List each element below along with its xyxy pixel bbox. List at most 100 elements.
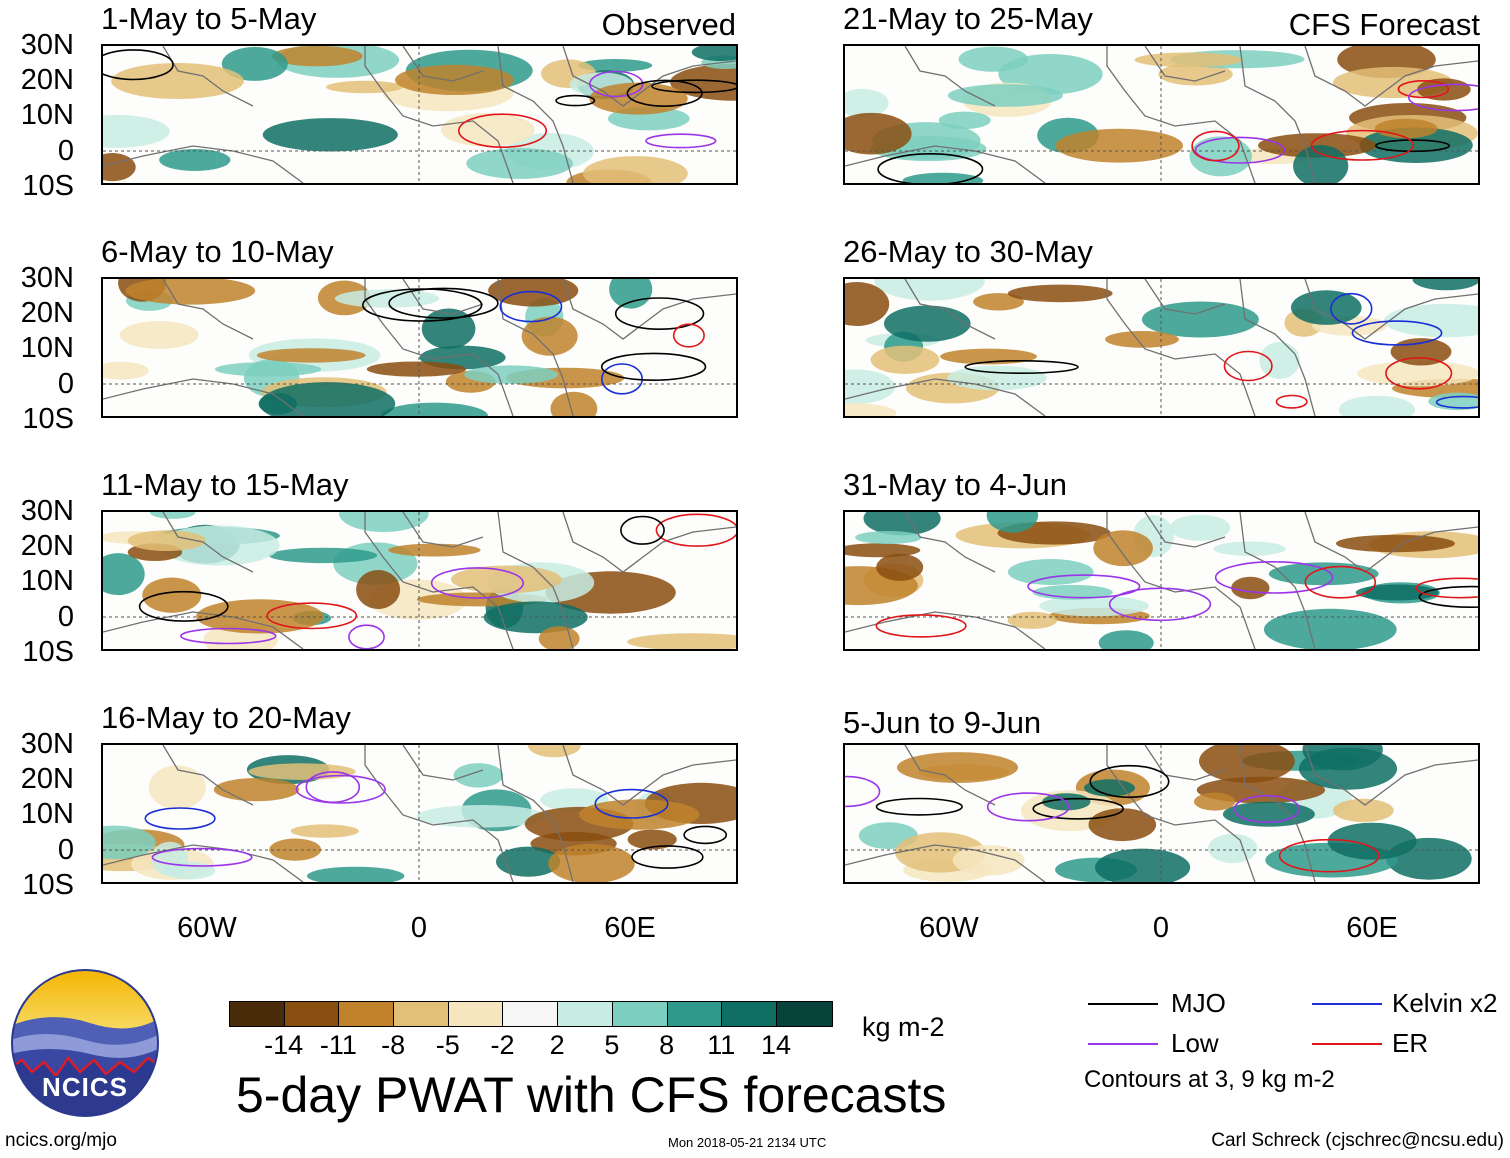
anomaly-blob [1268, 562, 1379, 586]
colorbar-swatch [339, 1002, 395, 1026]
lat-label: 0 [57, 601, 74, 633]
lon-label-0-right: 0 [1152, 912, 1170, 944]
legend-line-kelvin [1312, 1003, 1382, 1005]
wave-contour [1108, 587, 1212, 622]
colorbar-tick-label: -8 [381, 1030, 406, 1060]
pwat-map [845, 46, 1478, 183]
anomaly-blob [1412, 279, 1478, 291]
pwat-map [103, 279, 736, 416]
map-panel-right-2 [843, 277, 1480, 418]
wave-contour [555, 94, 596, 107]
anomaly-blob [1327, 822, 1417, 860]
wave-contour [457, 113, 547, 148]
coastline [845, 279, 1478, 416]
anomaly-blob [119, 321, 199, 349]
lat-label: 10N [20, 332, 74, 364]
anomaly-blob [1039, 595, 1149, 617]
wave-contour [138, 590, 229, 622]
colorbar-swatch [558, 1002, 613, 1026]
colorbar-tick-label: -5 [435, 1030, 460, 1060]
map-panel-left-4 [101, 743, 738, 884]
anomaly-blob [1007, 559, 1094, 585]
anomaly-blob [583, 156, 688, 183]
figure-title: 5-day PWAT with CFS forecasts [236, 1067, 947, 1123]
anomaly-blob [947, 365, 1047, 391]
contours-note: Contours at 3, 9 kg m-2 [1084, 1066, 1335, 1093]
anomaly-blob [464, 365, 559, 384]
anomaly-blob [1199, 745, 1295, 783]
anomaly-blob [1189, 136, 1252, 177]
anomaly-blob [103, 553, 145, 596]
lat-label: 10S [22, 170, 74, 202]
anomaly-blob [103, 153, 136, 182]
legend-line-mjo [1088, 1003, 1158, 1005]
colorbar-swatch [667, 1002, 723, 1026]
panel-title-right-2: 26-May to 30-May [843, 234, 1093, 269]
legend-label-kelvin: Kelvin x2 [1392, 988, 1498, 1018]
colorbar-tick-label: 11 [707, 1030, 736, 1060]
anomaly-blob [1231, 576, 1270, 600]
map-panel-right-3 [843, 510, 1480, 651]
anomaly-blob [627, 829, 677, 850]
anomaly-blob [578, 59, 653, 72]
anomaly-blob [1169, 514, 1231, 541]
anomaly-blob [863, 512, 941, 536]
panel-title-left-2: 6-May to 10-May [101, 234, 334, 269]
coastline [845, 512, 1478, 649]
wave-contour [1397, 79, 1450, 99]
anomaly-blob [527, 745, 581, 758]
anomaly-blob [421, 308, 476, 349]
colorbar [229, 1001, 833, 1027]
wave-contour [964, 360, 1079, 375]
wave-contour [620, 515, 665, 545]
wave-contour [651, 79, 736, 94]
ncics-logo: NCICS [11, 969, 159, 1117]
colorbar-tick-label: -11 [319, 1030, 357, 1060]
lat-label: 20N [20, 297, 74, 329]
anomaly-blob [148, 765, 206, 810]
anomaly-blob [256, 348, 366, 363]
footer-url[interactable]: ncics.org/mjo [5, 1130, 117, 1151]
anomaly-blob [1088, 808, 1157, 842]
wave-contour [1375, 139, 1451, 153]
anomaly-blob [1084, 779, 1135, 797]
wave-contour [626, 79, 703, 108]
colorbar-tick-label: -2 [490, 1030, 515, 1060]
pwat-map [103, 745, 736, 882]
legend-label-er: ER [1392, 1028, 1429, 1058]
footer-author: Carl Schreck (cjschrec@ncsu.edu) [1211, 1130, 1504, 1151]
logo-text: NCICS [42, 1072, 128, 1102]
wave-contour [305, 771, 361, 804]
wave-contour [180, 627, 277, 645]
wave-contour [1223, 350, 1273, 382]
anomaly-blob [550, 391, 598, 416]
anomaly-blob [127, 530, 206, 551]
anomaly-blob [884, 305, 971, 342]
anomaly-blob [388, 543, 481, 557]
wave-contour [348, 624, 385, 649]
wave-contour [388, 287, 499, 319]
lat-label: 10S [22, 403, 74, 435]
anomaly-blob [488, 279, 579, 307]
footer-timestamp: Mon 2018-05-21 2134 UTC [668, 1135, 827, 1150]
wave-contour [1418, 585, 1478, 608]
wave-contour [1408, 83, 1478, 112]
coastline [103, 512, 736, 649]
anomaly-blob [1105, 331, 1179, 348]
coastline [103, 745, 736, 882]
anomaly-blob [1263, 608, 1397, 649]
anomaly-blob [1291, 290, 1362, 325]
anomaly-blob [1208, 833, 1258, 864]
anomaly-blob [1298, 747, 1398, 790]
coastline [103, 279, 736, 416]
forecast-label: CFS Forecast [1288, 7, 1480, 42]
lat-label: 0 [57, 834, 74, 866]
wave-contour [683, 825, 728, 845]
anomaly-blob [1338, 395, 1416, 416]
colorbar-swatch [230, 1002, 285, 1026]
anomaly-blob [691, 46, 736, 62]
colorbar-tick-label: 5 [604, 1030, 620, 1060]
wave-contour [645, 133, 717, 149]
wave-contour [875, 797, 963, 816]
anomaly-blob [258, 393, 297, 415]
